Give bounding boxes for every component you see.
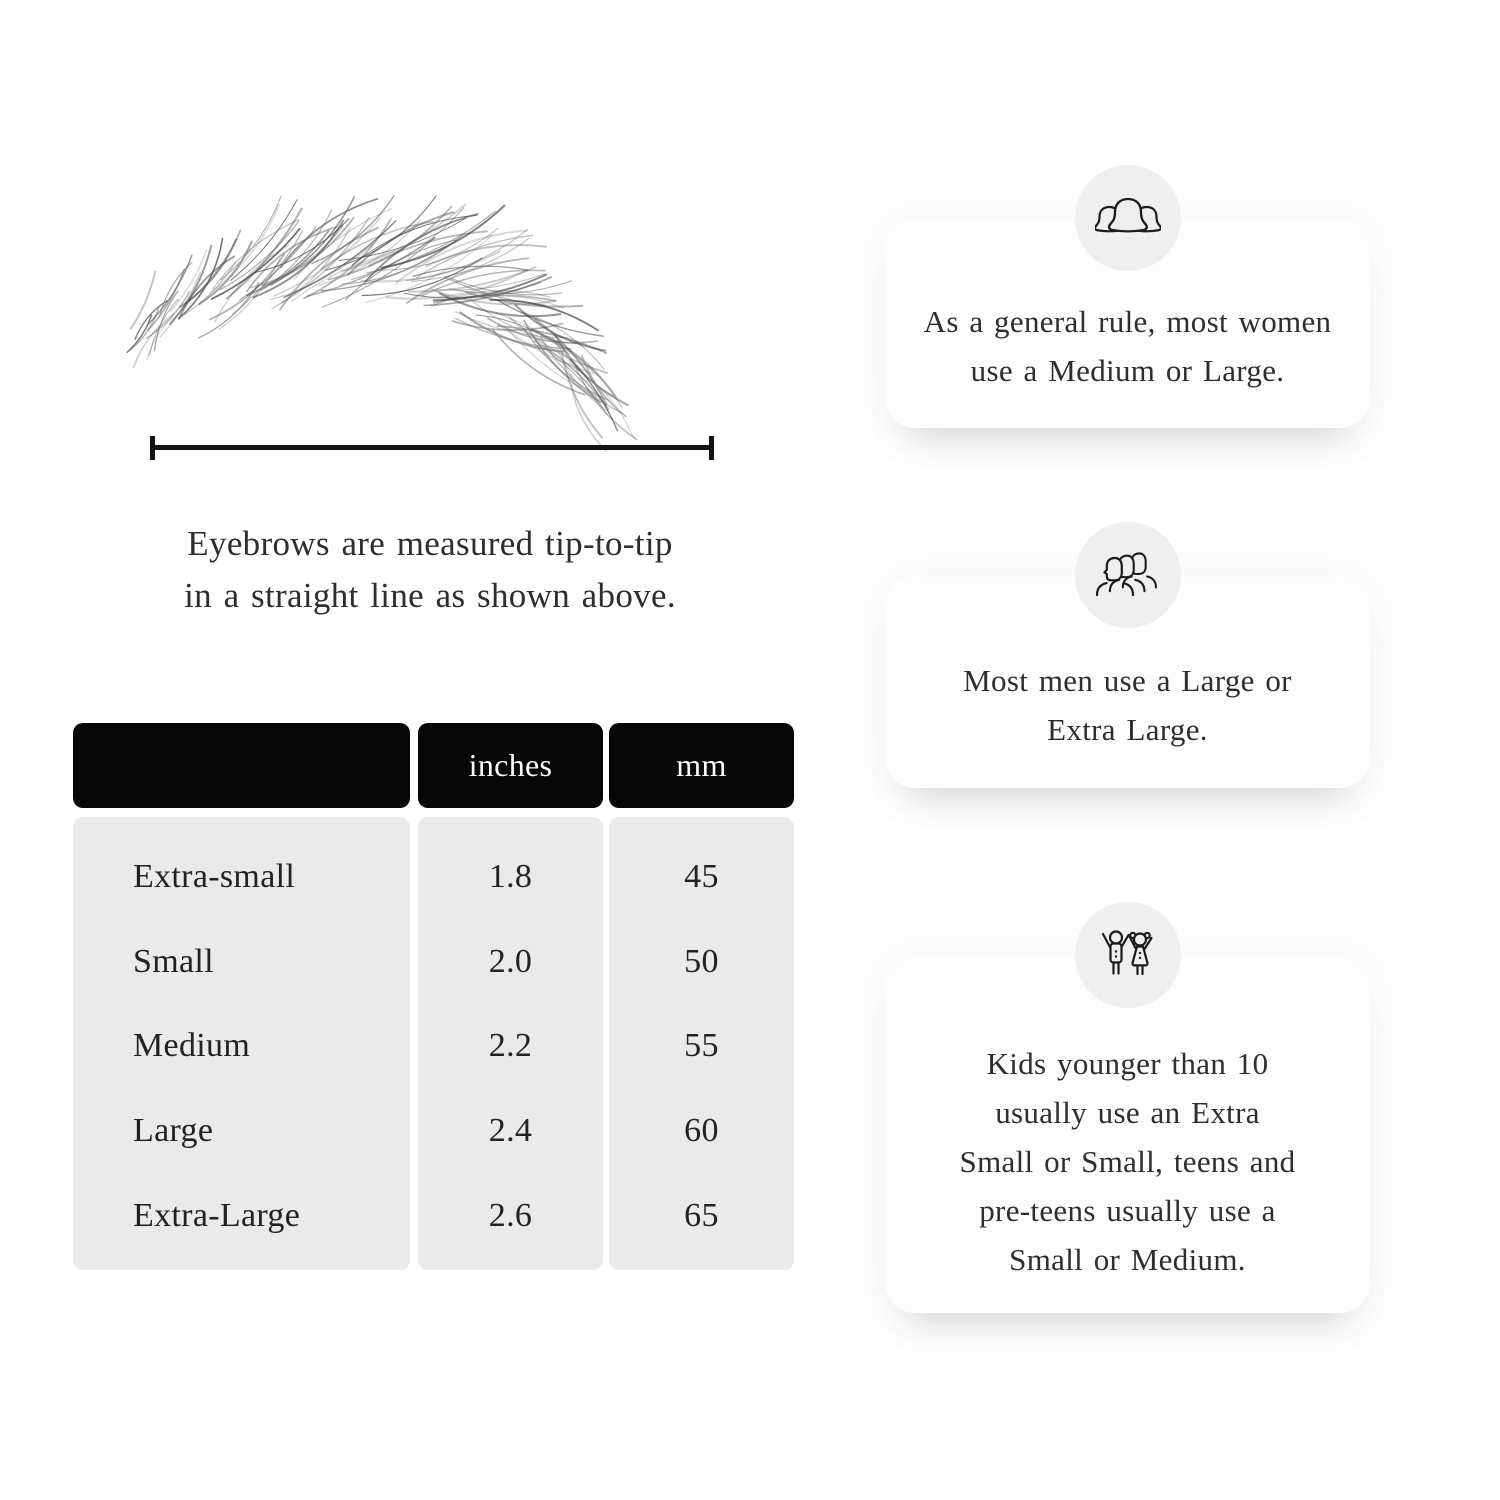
mm-cell: 60 <box>684 1112 719 1150</box>
women-badge <box>1074 165 1181 271</box>
measurement-line-bar <box>150 445 714 450</box>
mm-cell: 65 <box>684 1196 719 1234</box>
mm-cell: 55 <box>684 1027 719 1065</box>
inches-cell: 2.2 <box>488 1027 533 1065</box>
kids-badge <box>1074 902 1181 1008</box>
info-card-men: Most men use a Large or Extra Large. <box>885 522 1370 788</box>
size-cell: Extra-small <box>133 858 296 896</box>
size-table-mm-column: 45 50 55 60 65 <box>609 817 794 1270</box>
info-card-men-text: Most men use a Large or Extra Large. <box>963 662 1292 747</box>
inches-cell: 2.0 <box>488 942 533 980</box>
inches-cell: 1.8 <box>488 858 533 896</box>
measurement-line <box>150 436 714 460</box>
caption-line-1: Eyebrows are measured tip-to-tip <box>187 524 673 563</box>
size-cell: Large <box>133 1112 214 1150</box>
size-table-header-mm: mm <box>609 723 794 808</box>
caption-line-2: in a straight line as shown above. <box>184 576 676 615</box>
inches-cell: 2.4 <box>488 1112 533 1150</box>
inches-cell: 2.6 <box>488 1196 533 1234</box>
info-card-women-text: As a general rule, most women use a Medi… <box>923 304 1332 388</box>
size-table-header-row: inches mm <box>73 723 794 808</box>
kids-icon <box>1096 928 1160 982</box>
size-table-size-column: Extra-small Small Medium Large Extra-Lar… <box>73 817 410 1270</box>
eyebrow-sketch-svg <box>126 195 638 452</box>
measurement-caption: Eyebrows are measured tip-to-tip in a st… <box>90 518 770 622</box>
size-table-header-inches: inches <box>418 723 603 808</box>
size-table: inches mm Extra-small Small Medium Large… <box>73 723 794 1270</box>
eyebrow-illustration <box>70 175 770 475</box>
info-card-kids: Kids younger than 10 usually use an Extr… <box>885 902 1370 1313</box>
size-table-inches-column: 1.8 2.0 2.2 2.4 2.6 <box>418 817 603 1270</box>
mm-cell: 45 <box>684 858 719 896</box>
size-cell: Medium <box>133 1027 251 1065</box>
size-table-header-size <box>73 723 410 808</box>
info-card-women: As a general rule, most women use a Medi… <box>885 165 1370 428</box>
men-group-icon <box>1095 551 1161 599</box>
women-group-icon <box>1094 195 1161 241</box>
size-table-body: Extra-small Small Medium Large Extra-Lar… <box>73 817 794 1270</box>
size-cell: Small <box>133 942 214 980</box>
mm-cell: 50 <box>684 942 719 980</box>
men-badge <box>1074 522 1181 628</box>
measurement-line-right-tick <box>709 436 714 460</box>
size-cell: Extra-Large <box>133 1196 301 1234</box>
info-card-kids-text: Kids younger than 10 usually use an Extr… <box>959 1045 1296 1277</box>
